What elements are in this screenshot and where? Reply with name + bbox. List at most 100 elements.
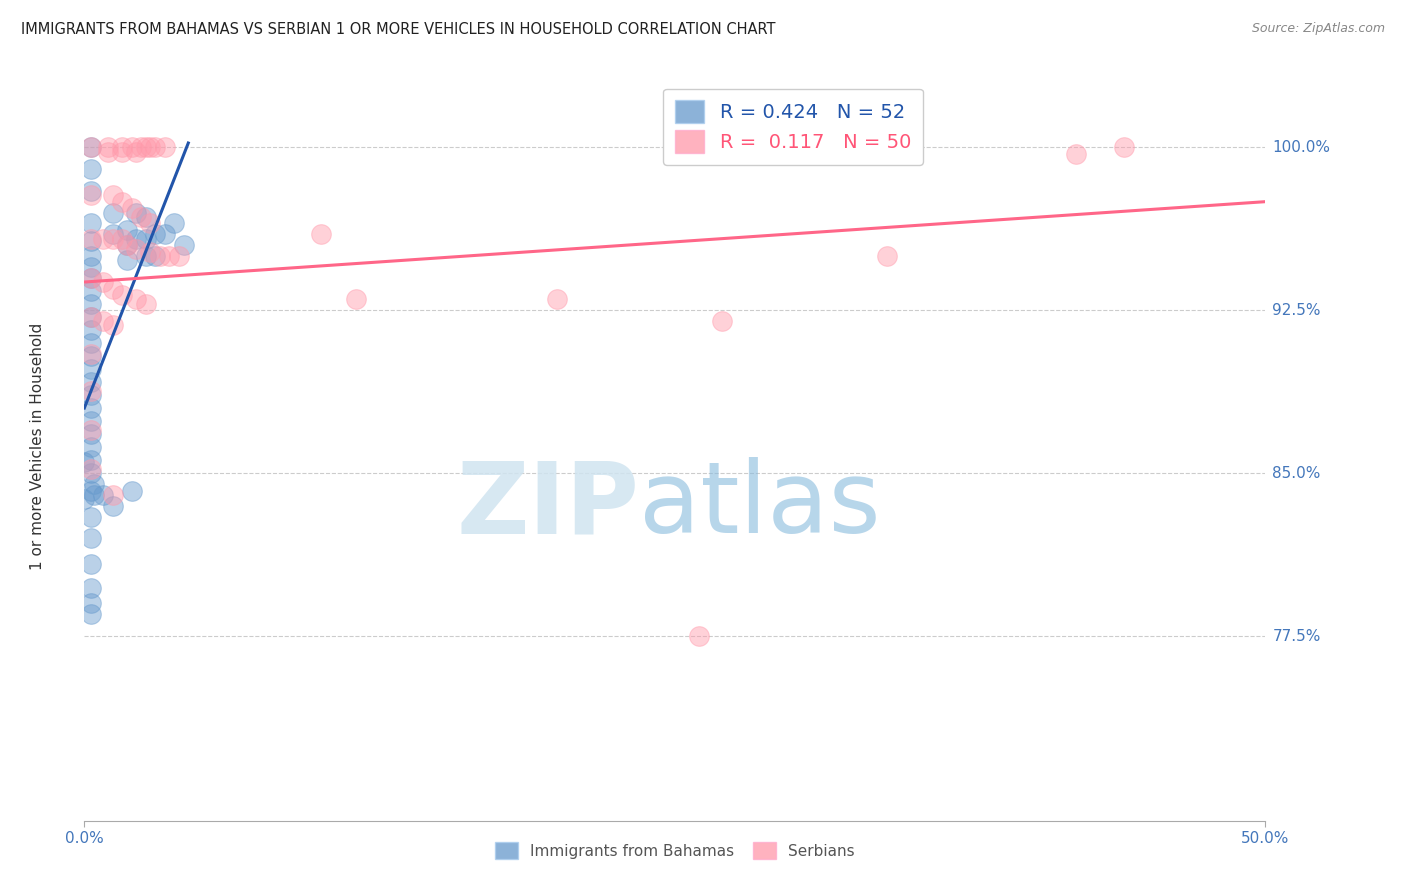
Point xyxy=(135,297,157,311)
Point xyxy=(115,223,138,237)
Point xyxy=(1066,147,1088,161)
Point xyxy=(149,249,172,263)
Point xyxy=(80,184,103,198)
Point xyxy=(80,347,103,361)
Text: 92.5%: 92.5% xyxy=(1272,302,1322,318)
Point xyxy=(97,140,120,154)
Point xyxy=(101,227,124,242)
Point xyxy=(173,238,195,252)
Point xyxy=(80,249,103,263)
Point xyxy=(80,349,103,363)
Point xyxy=(139,244,162,259)
Point xyxy=(80,462,103,476)
Point xyxy=(111,145,134,159)
Point xyxy=(111,288,134,302)
Point xyxy=(80,362,103,376)
Point xyxy=(139,140,162,154)
Point xyxy=(80,388,103,402)
Point xyxy=(83,488,105,502)
Point xyxy=(80,270,103,285)
Point xyxy=(80,323,103,337)
Point xyxy=(83,477,105,491)
Point xyxy=(115,238,138,252)
Point xyxy=(80,401,103,415)
Point xyxy=(80,423,103,437)
Point xyxy=(80,216,103,230)
Point xyxy=(101,188,124,202)
Point xyxy=(163,216,186,230)
Point xyxy=(80,531,103,545)
Point xyxy=(91,275,114,289)
Text: 100.0%: 100.0% xyxy=(1272,140,1330,155)
Point xyxy=(344,293,367,307)
Point xyxy=(111,231,134,245)
Text: IMMIGRANTS FROM BAHAMAS VS SERBIAN 1 OR MORE VEHICLES IN HOUSEHOLD CORRELATION C: IMMIGRANTS FROM BAHAMAS VS SERBIAN 1 OR … xyxy=(21,22,776,37)
Point xyxy=(80,581,103,595)
Point xyxy=(125,293,148,307)
Point xyxy=(101,281,124,295)
Point xyxy=(688,629,710,643)
Text: atlas: atlas xyxy=(640,458,882,555)
Point xyxy=(80,310,103,324)
Point xyxy=(80,453,103,467)
Point xyxy=(101,488,124,502)
Point xyxy=(101,205,124,219)
Point xyxy=(125,145,148,159)
Point xyxy=(97,145,120,159)
Point xyxy=(143,249,166,263)
Text: 1 or more Vehicles in Household: 1 or more Vehicles in Household xyxy=(30,322,45,570)
Point xyxy=(91,314,114,328)
Point xyxy=(91,231,114,245)
Point xyxy=(135,210,157,224)
Point xyxy=(80,140,103,154)
Point xyxy=(143,227,166,242)
Point xyxy=(80,297,103,311)
Point xyxy=(80,284,103,298)
Point xyxy=(135,249,157,263)
Point xyxy=(167,249,190,263)
Point xyxy=(101,499,124,513)
Point xyxy=(80,597,103,611)
Point xyxy=(125,243,148,257)
Point xyxy=(80,231,103,245)
Point xyxy=(73,455,96,469)
Point xyxy=(80,558,103,572)
Point xyxy=(129,210,152,224)
Point xyxy=(80,427,103,442)
Point xyxy=(1112,140,1135,154)
Point xyxy=(80,162,103,177)
Point xyxy=(80,310,103,324)
Point xyxy=(121,201,143,215)
Point xyxy=(135,231,157,245)
Point xyxy=(309,227,332,242)
Point xyxy=(80,270,103,285)
Point xyxy=(80,375,103,389)
Point xyxy=(80,483,103,498)
Point xyxy=(80,440,103,454)
Point xyxy=(80,384,103,398)
Point xyxy=(80,466,103,480)
Point xyxy=(80,509,103,524)
Point xyxy=(91,488,114,502)
Text: ZIP: ZIP xyxy=(457,458,640,555)
Point xyxy=(153,227,176,242)
Point xyxy=(139,216,162,230)
Point xyxy=(80,234,103,248)
Point xyxy=(80,335,103,350)
Text: 77.5%: 77.5% xyxy=(1272,629,1320,643)
Point xyxy=(73,492,96,507)
Point xyxy=(115,253,138,268)
Point xyxy=(115,238,138,252)
Point xyxy=(157,249,180,263)
Point xyxy=(125,231,148,245)
Point xyxy=(121,140,143,154)
Point xyxy=(129,140,152,154)
Point xyxy=(80,260,103,274)
Point xyxy=(111,194,134,209)
Point xyxy=(101,318,124,333)
Point xyxy=(135,140,157,154)
Point xyxy=(80,140,103,154)
Point xyxy=(143,140,166,154)
Legend: Immigrants from Bahamas, Serbians: Immigrants from Bahamas, Serbians xyxy=(489,836,860,865)
Text: Source: ZipAtlas.com: Source: ZipAtlas.com xyxy=(1251,22,1385,36)
